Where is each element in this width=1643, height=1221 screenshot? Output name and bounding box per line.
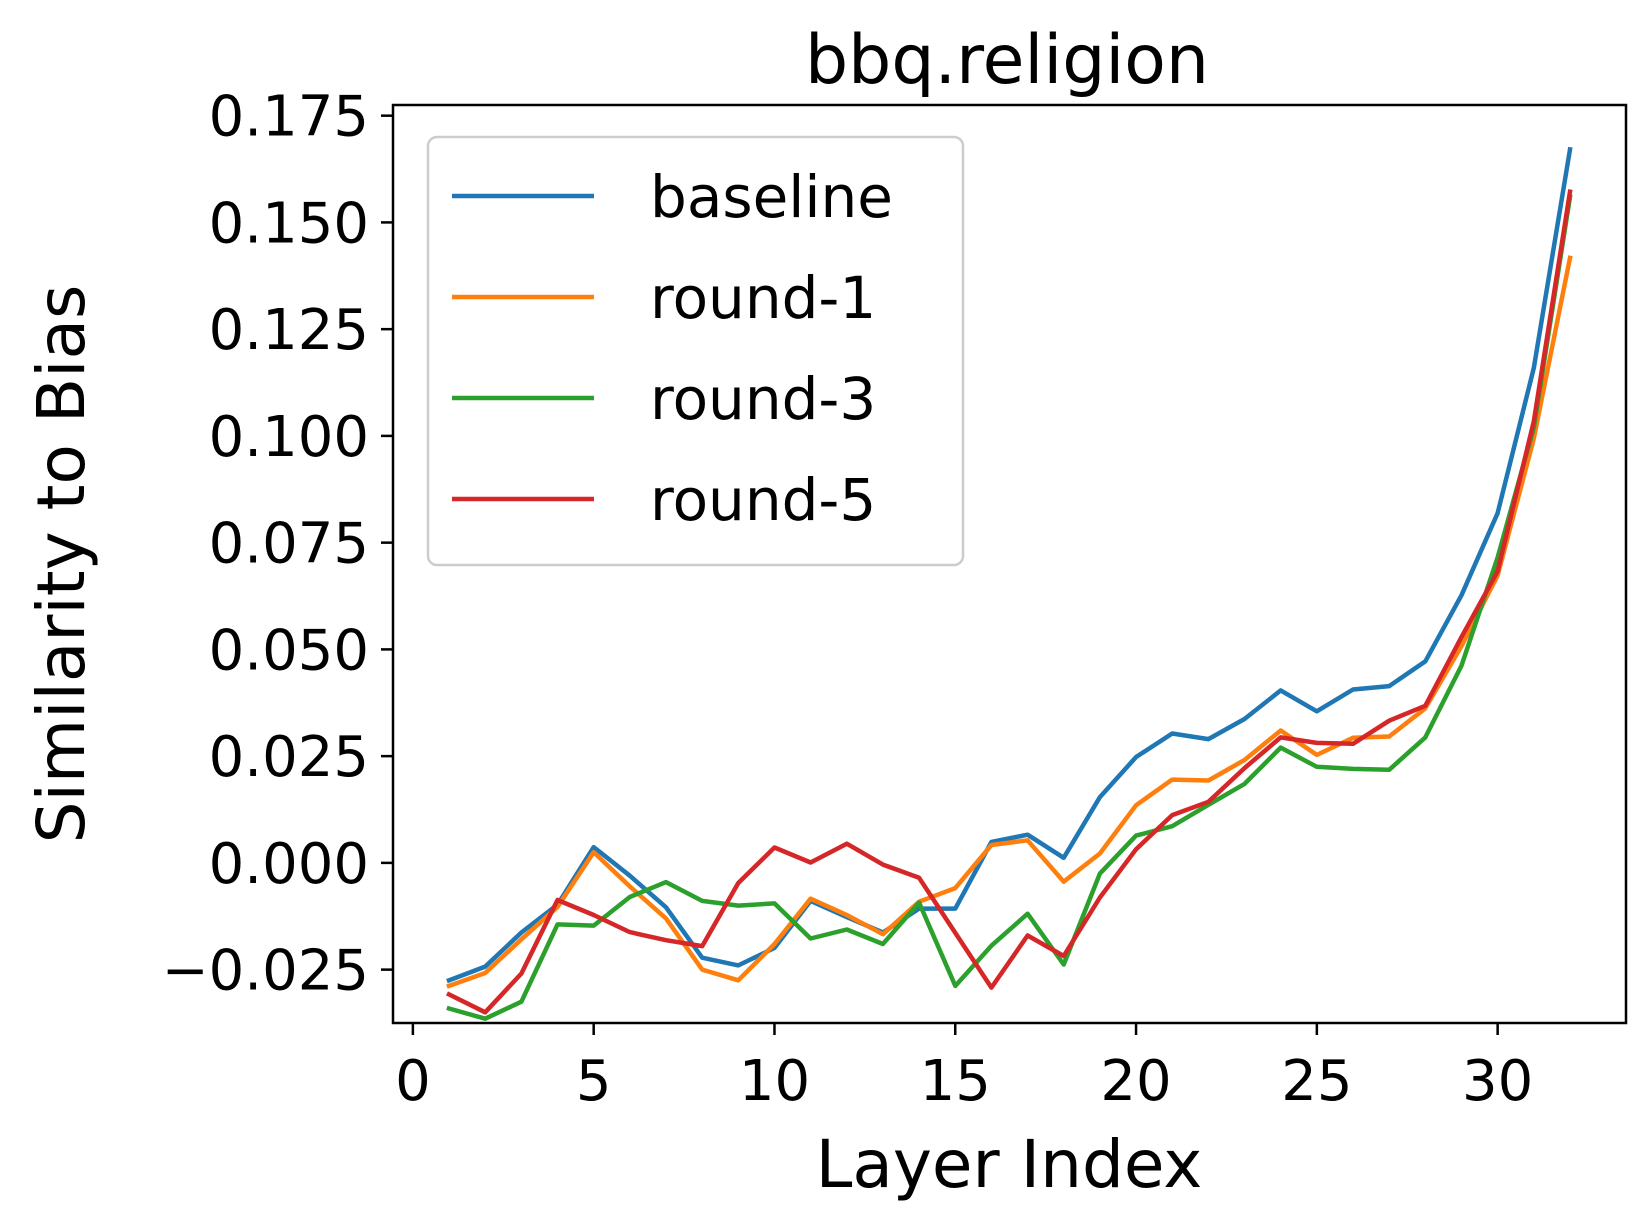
- y-tick-label: 0.000: [209, 832, 369, 897]
- legend-entry-round-3: round-3: [452, 365, 876, 433]
- legend-entry-round-1: round-1: [452, 264, 876, 332]
- chart-title: bbq.religion: [805, 21, 1209, 100]
- x-tick-label: 25: [1281, 1049, 1352, 1114]
- y-tick-label: 0.050: [209, 618, 369, 683]
- y-tick-label: 0.150: [209, 191, 369, 256]
- series-line-round-5: [445, 189, 1573, 1015]
- y-tick-label: 0.125: [209, 298, 369, 363]
- y-tick-label: 0.100: [209, 405, 369, 470]
- legend-label: round-5: [650, 466, 876, 534]
- x-axis: 0 5 10 15 20 25 30: [395, 1023, 1533, 1114]
- x-tick-label: 5: [576, 1049, 612, 1114]
- legend-label: baseline: [650, 163, 893, 231]
- y-axis: −0.025 0.000 0.025 0.050 0.075 0.100 0.125 0.15…: [162, 85, 393, 1004]
- x-tick-label: 10: [739, 1049, 810, 1114]
- y-tick-label: 0.175: [209, 85, 369, 150]
- legend-label: round-3: [650, 365, 876, 433]
- series-points-round-5: [448, 191, 1571, 1013]
- series-points-round-3: [448, 196, 1571, 1019]
- x-tick-label: 15: [920, 1049, 991, 1114]
- legend-frame: [426, 135, 965, 567]
- legend-entry-baseline: baseline: [452, 163, 893, 231]
- y-tick-label: 0.075: [209, 512, 369, 577]
- x-tick-label: 30: [1462, 1049, 1533, 1114]
- x-axis-title: Layer Index: [816, 1126, 1203, 1203]
- y-tick-label: −0.025: [162, 939, 369, 1004]
- y-tick-label: 0.025: [209, 725, 369, 790]
- x-tick-label: 0: [395, 1049, 431, 1114]
- series-line-baseline: [446, 146, 1573, 984]
- series-line-round-3: [446, 194, 1573, 1021]
- series-line-round-1: [446, 255, 1573, 989]
- y-axis-title: Similarity to Bias: [23, 285, 100, 844]
- plot-frame: [391, 103, 1628, 1025]
- series-layer: [445, 146, 1573, 1021]
- x-tick-label: 20: [1100, 1049, 1171, 1114]
- legend-label: round-1: [650, 264, 876, 332]
- legend: baseline round-1 round-3 round-5: [426, 135, 965, 567]
- legend-entry-round-5: round-5: [452, 466, 876, 534]
